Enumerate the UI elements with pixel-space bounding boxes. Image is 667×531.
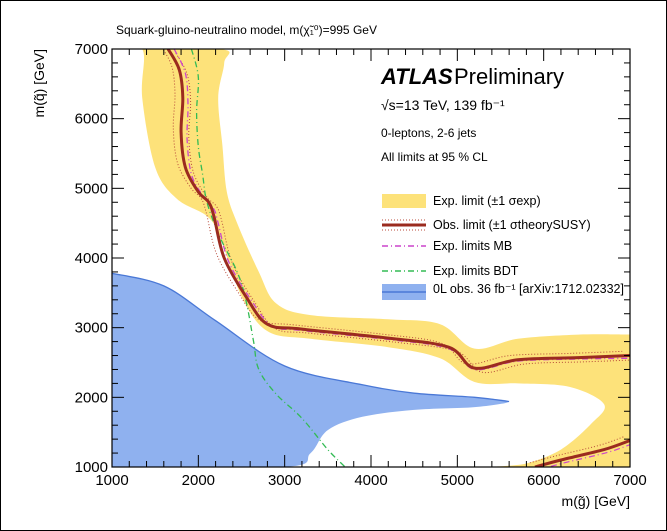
energy-lumi-label: √s=13 TeV, 139 fb⁻¹ <box>381 97 505 113</box>
atlas-label: ATLAS <box>380 64 453 89</box>
region-36fb <box>112 273 510 467</box>
y-tick-label: 4000 <box>75 250 108 267</box>
y-tick-label: 1000 <box>75 459 108 476</box>
legend-label-36fb: 0L obs. 36 fb⁻¹ [arXiv:1712.02332] <box>433 282 624 296</box>
cl-label: All limits at 95 % CL <box>381 150 488 164</box>
observed-limit-line <box>166 49 630 370</box>
x-tick-label: 7000 <box>613 472 646 489</box>
selection-label: 0-leptons, 2-6 jets <box>381 126 476 140</box>
x-tick-label: 6000 <box>527 472 560 489</box>
legend-label-exp: Exp. limit (±1 σexp) <box>433 194 541 208</box>
expected-bdt-line <box>190 49 346 467</box>
plot-area <box>112 49 630 467</box>
axis-ticks: 1000 2000 3000 4000 5000 6000 7000 1000 2000 3000… <box>75 41 647 489</box>
legend-label-mb: Exp. limits MB <box>433 239 512 253</box>
legend: Exp. limit (±1 σexp) Obs. limit (±1 σthe… <box>382 194 624 300</box>
y-axis-label: m(q̃) [GeV] <box>31 49 47 117</box>
preliminary-label: Preliminary <box>454 64 564 89</box>
legend-swatch-exp <box>382 194 426 208</box>
legend-label-obs: Obs. limit (±1 σtheorySUSY) <box>433 218 591 232</box>
y-tick-label: 5000 <box>75 180 108 197</box>
x-axis-label: m(g̃) [GeV] <box>562 493 630 509</box>
y-tick-label: 2000 <box>75 389 108 406</box>
x-tick-label: 1000 <box>95 472 128 489</box>
legend-label-bdt: Exp. limits BDT <box>433 264 519 278</box>
x-tick-label: 2000 <box>182 472 215 489</box>
chart-title: Squark-gluino-neutralino model, m(χ̃₁⁰)=… <box>116 23 377 37</box>
obs-lower-theory-up <box>529 435 625 464</box>
y-tick-label: 3000 <box>75 320 108 337</box>
y-tick-label: 7000 <box>75 41 108 58</box>
observed-limit-lower <box>534 439 630 467</box>
y-tick-label: 6000 <box>75 111 108 128</box>
mb-lower-branch <box>546 443 630 467</box>
x-tick-label: 3000 <box>268 472 301 489</box>
x-tick-label: 5000 <box>441 472 474 489</box>
region-36fb-edge <box>112 272 510 403</box>
x-tick-label: 4000 <box>354 472 387 489</box>
